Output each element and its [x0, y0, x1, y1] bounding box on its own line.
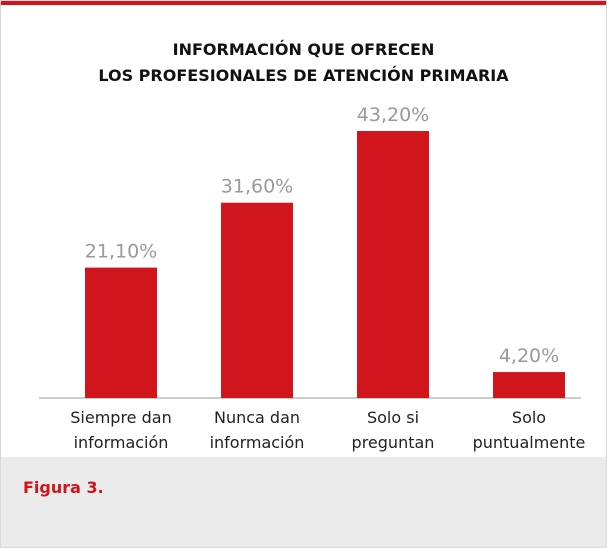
- bar: [493, 372, 565, 398]
- value-label: 31,60%: [221, 176, 293, 198]
- top-border: [1, 1, 606, 5]
- bar: [85, 267, 157, 398]
- category-label: Solo puntualmente: [472, 408, 586, 452]
- chart-title: INFORMACIÓN QUE OFRECEN LOS PROFESIONALE…: [98, 40, 509, 85]
- value-label: 4,20%: [499, 345, 559, 367]
- category-label: Solo si preguntan: [351, 408, 435, 452]
- category-label: Nunca dan información: [209, 408, 305, 452]
- bar: [357, 131, 429, 399]
- caption: Figura 3.: [23, 478, 104, 497]
- bar: [221, 202, 293, 398]
- value-label: 21,10%: [85, 241, 157, 263]
- value-label: 43,20%: [357, 104, 429, 126]
- plot: 21,10% 31,60% 43,20% 4,20%: [39, 104, 581, 399]
- caption-area: Figura 3.: [1, 457, 606, 547]
- category-label: Siempre dan información: [70, 408, 172, 452]
